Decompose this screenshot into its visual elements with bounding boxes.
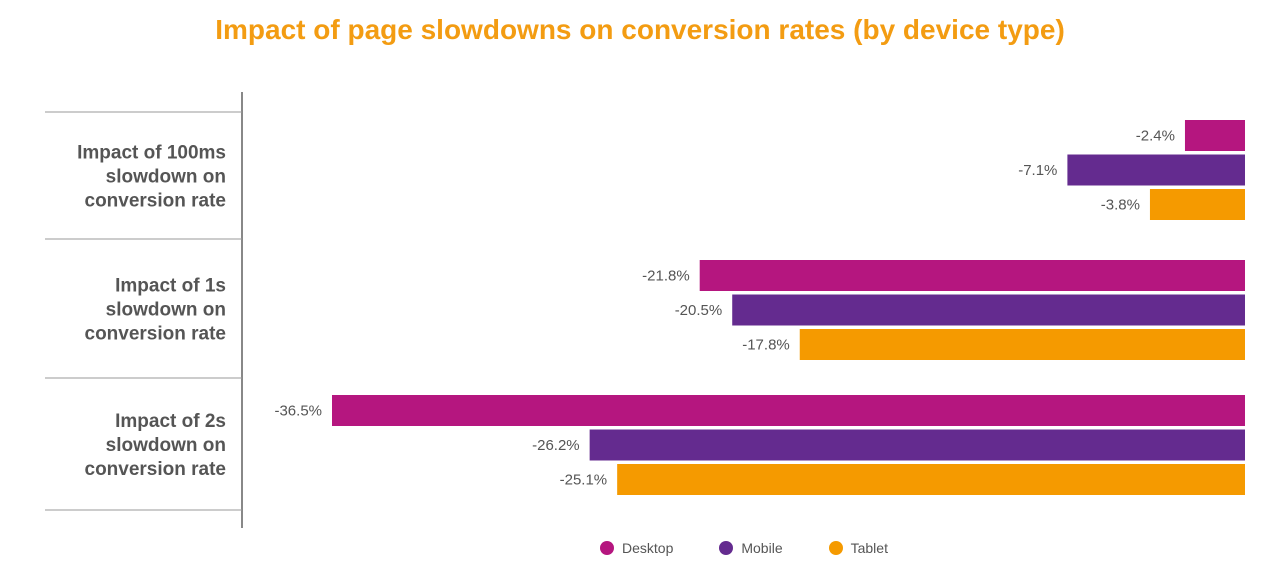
category-label: slowdown on [106,300,226,321]
category-label: slowdown on [106,435,226,456]
data-label: -17.8% [742,336,790,353]
bar-mobile [732,294,1245,326]
data-label: -20.5% [675,302,723,319]
data-label: -36.5% [274,402,322,419]
data-label: -21.8% [642,267,690,284]
bar-tablet [799,329,1245,360]
category-label: Impact of 1s [115,276,226,297]
data-label: -7.1% [1018,162,1057,179]
legend-swatch-mobile [719,541,734,555]
legend-swatch-desktop [600,541,614,555]
bar-desktop [699,260,1245,291]
category-label: conversion rate [85,459,227,480]
legend-label-tablet: Tablet [850,540,888,556]
bar-tablet [1149,189,1245,220]
bar-tablet [617,464,1245,495]
bar-desktop [332,395,1245,426]
bar-mobile [589,429,1245,461]
legend-item-desktop: Desktop [600,540,673,556]
category-label: Impact of 100ms [77,143,226,164]
category-label: slowdown on [106,167,226,188]
category-label: conversion rate [85,191,227,212]
legend-item-mobile: Mobile [719,540,783,556]
data-label: -3.8% [1101,196,1140,213]
legend-label-desktop: Desktop [622,540,674,556]
legend-item-tablet: Tablet [828,540,888,556]
data-label: -26.2% [532,437,580,454]
data-label: -25.1% [560,471,608,488]
bar-desktop [1184,120,1245,151]
legend-swatch-tablet [828,541,843,555]
data-label: -2.4% [1136,127,1175,144]
category-label: conversion rate [85,324,227,345]
bar-mobile [1067,154,1245,186]
legend-label-mobile: Mobile [741,540,783,556]
legend: Desktop Mobile Tablet [600,540,934,556]
category-label: Impact of 2s [115,411,226,432]
chart-title: Impact of page slowdowns on conversion r… [215,14,1065,45]
